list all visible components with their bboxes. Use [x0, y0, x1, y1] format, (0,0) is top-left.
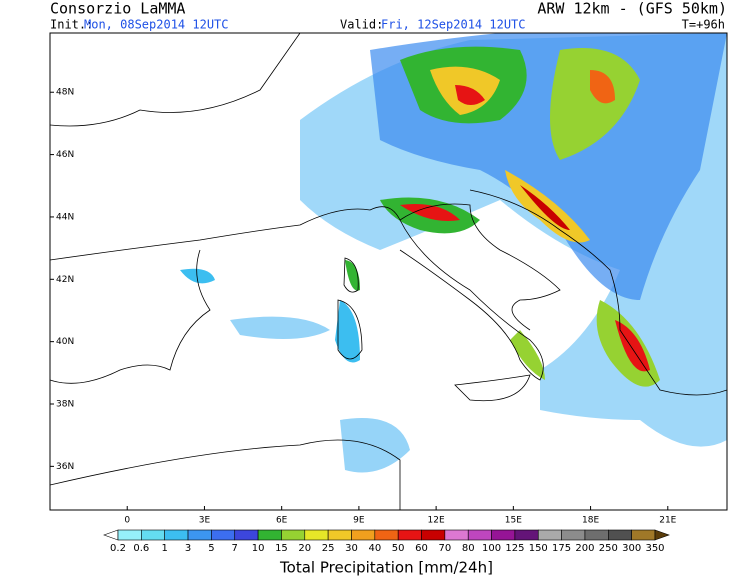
legend-label: 250	[599, 543, 618, 554]
legend-box	[281, 529, 306, 541]
legend-box	[467, 529, 492, 541]
map-frame	[49, 32, 728, 511]
y-tick-label: 46N	[56, 150, 74, 160]
legend-label: 0.2	[110, 543, 126, 554]
legend-label: 0.6	[133, 543, 149, 554]
legend-label: 30	[345, 543, 358, 554]
legend-box	[444, 529, 469, 541]
legend-title: Total Precipitation [mm/24h]	[279, 559, 493, 577]
legend-label: 15	[275, 543, 288, 554]
legend-box	[304, 529, 329, 541]
title: Consorzio LaMMA	[50, 0, 185, 18]
x-tick-label: 0	[124, 516, 130, 526]
y-tick-label: 40N	[56, 337, 74, 347]
valid-label: Valid:	[340, 18, 383, 32]
init-date: Mon, 08Sep2014 12UTC	[84, 18, 229, 32]
legend-label: 1	[162, 543, 168, 554]
legend-box	[141, 529, 165, 541]
legend-box	[608, 529, 632, 541]
x-tick-label: 21E	[659, 516, 676, 526]
legend-box	[514, 529, 539, 541]
legend-box	[631, 529, 656, 541]
legend-label: 300	[622, 543, 641, 554]
legend-box	[187, 529, 212, 541]
legend-arrow-right	[654, 529, 670, 541]
y-tick-label: 36N	[56, 462, 74, 472]
y-tick-label: 42N	[56, 275, 74, 285]
x-tick-label: 3E	[199, 516, 211, 526]
legend-label: 7	[232, 543, 238, 554]
legend-box	[327, 529, 352, 541]
x-tick-label: 6E	[276, 516, 288, 526]
x-tick-label: 9E	[353, 516, 365, 526]
legend-box	[561, 529, 586, 541]
model: ARW 12km - (GFS 50km)	[537, 0, 727, 18]
legend-label: 50	[392, 543, 405, 554]
legend-box	[211, 529, 236, 541]
legend-label: 175	[552, 543, 571, 554]
legend-arrow-left	[103, 529, 119, 541]
y-tick-label: 48N	[56, 88, 74, 98]
map	[49, 32, 728, 511]
legend-label: 40	[368, 543, 381, 554]
legend-box	[421, 529, 446, 541]
legend-box	[164, 529, 189, 541]
legend-label: 20	[298, 543, 311, 554]
legend-label: 5	[208, 543, 214, 554]
precipitation-field	[180, 33, 727, 473]
legend-label: 80	[462, 543, 475, 554]
legend-box	[234, 529, 259, 541]
legend-label: 100	[482, 543, 501, 554]
legend-box	[537, 529, 562, 541]
overlay: 0 3E 6E 9E 12E 15E 18E 21E 36N 38N 40N 42N 44N 46N 48N…	[50, 88, 677, 577]
legend-label: 60	[415, 543, 428, 554]
legend-label: 25	[322, 543, 335, 554]
coastlines	[50, 33, 727, 510]
legend-box	[584, 529, 609, 541]
legend-label: 70	[439, 543, 452, 554]
legend-box	[257, 529, 282, 541]
y-tick-label: 38N	[56, 400, 74, 410]
legend-box	[117, 529, 142, 541]
legend-label: 350	[645, 543, 664, 554]
x-tick-label: 18E	[582, 516, 599, 526]
x-tick-label: 12E	[428, 516, 445, 526]
y-tick-label: 44N	[56, 212, 74, 222]
lead-time: T=+96h	[682, 18, 725, 32]
legend-box	[397, 529, 422, 541]
legend-label: 150	[529, 543, 548, 554]
valid-date: Fri, 12Sep2014 12UTC	[381, 18, 526, 32]
legend-label: 3	[185, 543, 191, 554]
legend-label: 200	[575, 543, 594, 554]
x-tick-label: 15E	[505, 516, 522, 526]
legend-box	[491, 529, 516, 541]
legend-box	[351, 529, 376, 541]
legend-label: 125	[505, 543, 524, 554]
legend-label: 10	[252, 543, 265, 554]
init-label: Init.:	[50, 18, 93, 32]
legend-box	[374, 529, 399, 541]
